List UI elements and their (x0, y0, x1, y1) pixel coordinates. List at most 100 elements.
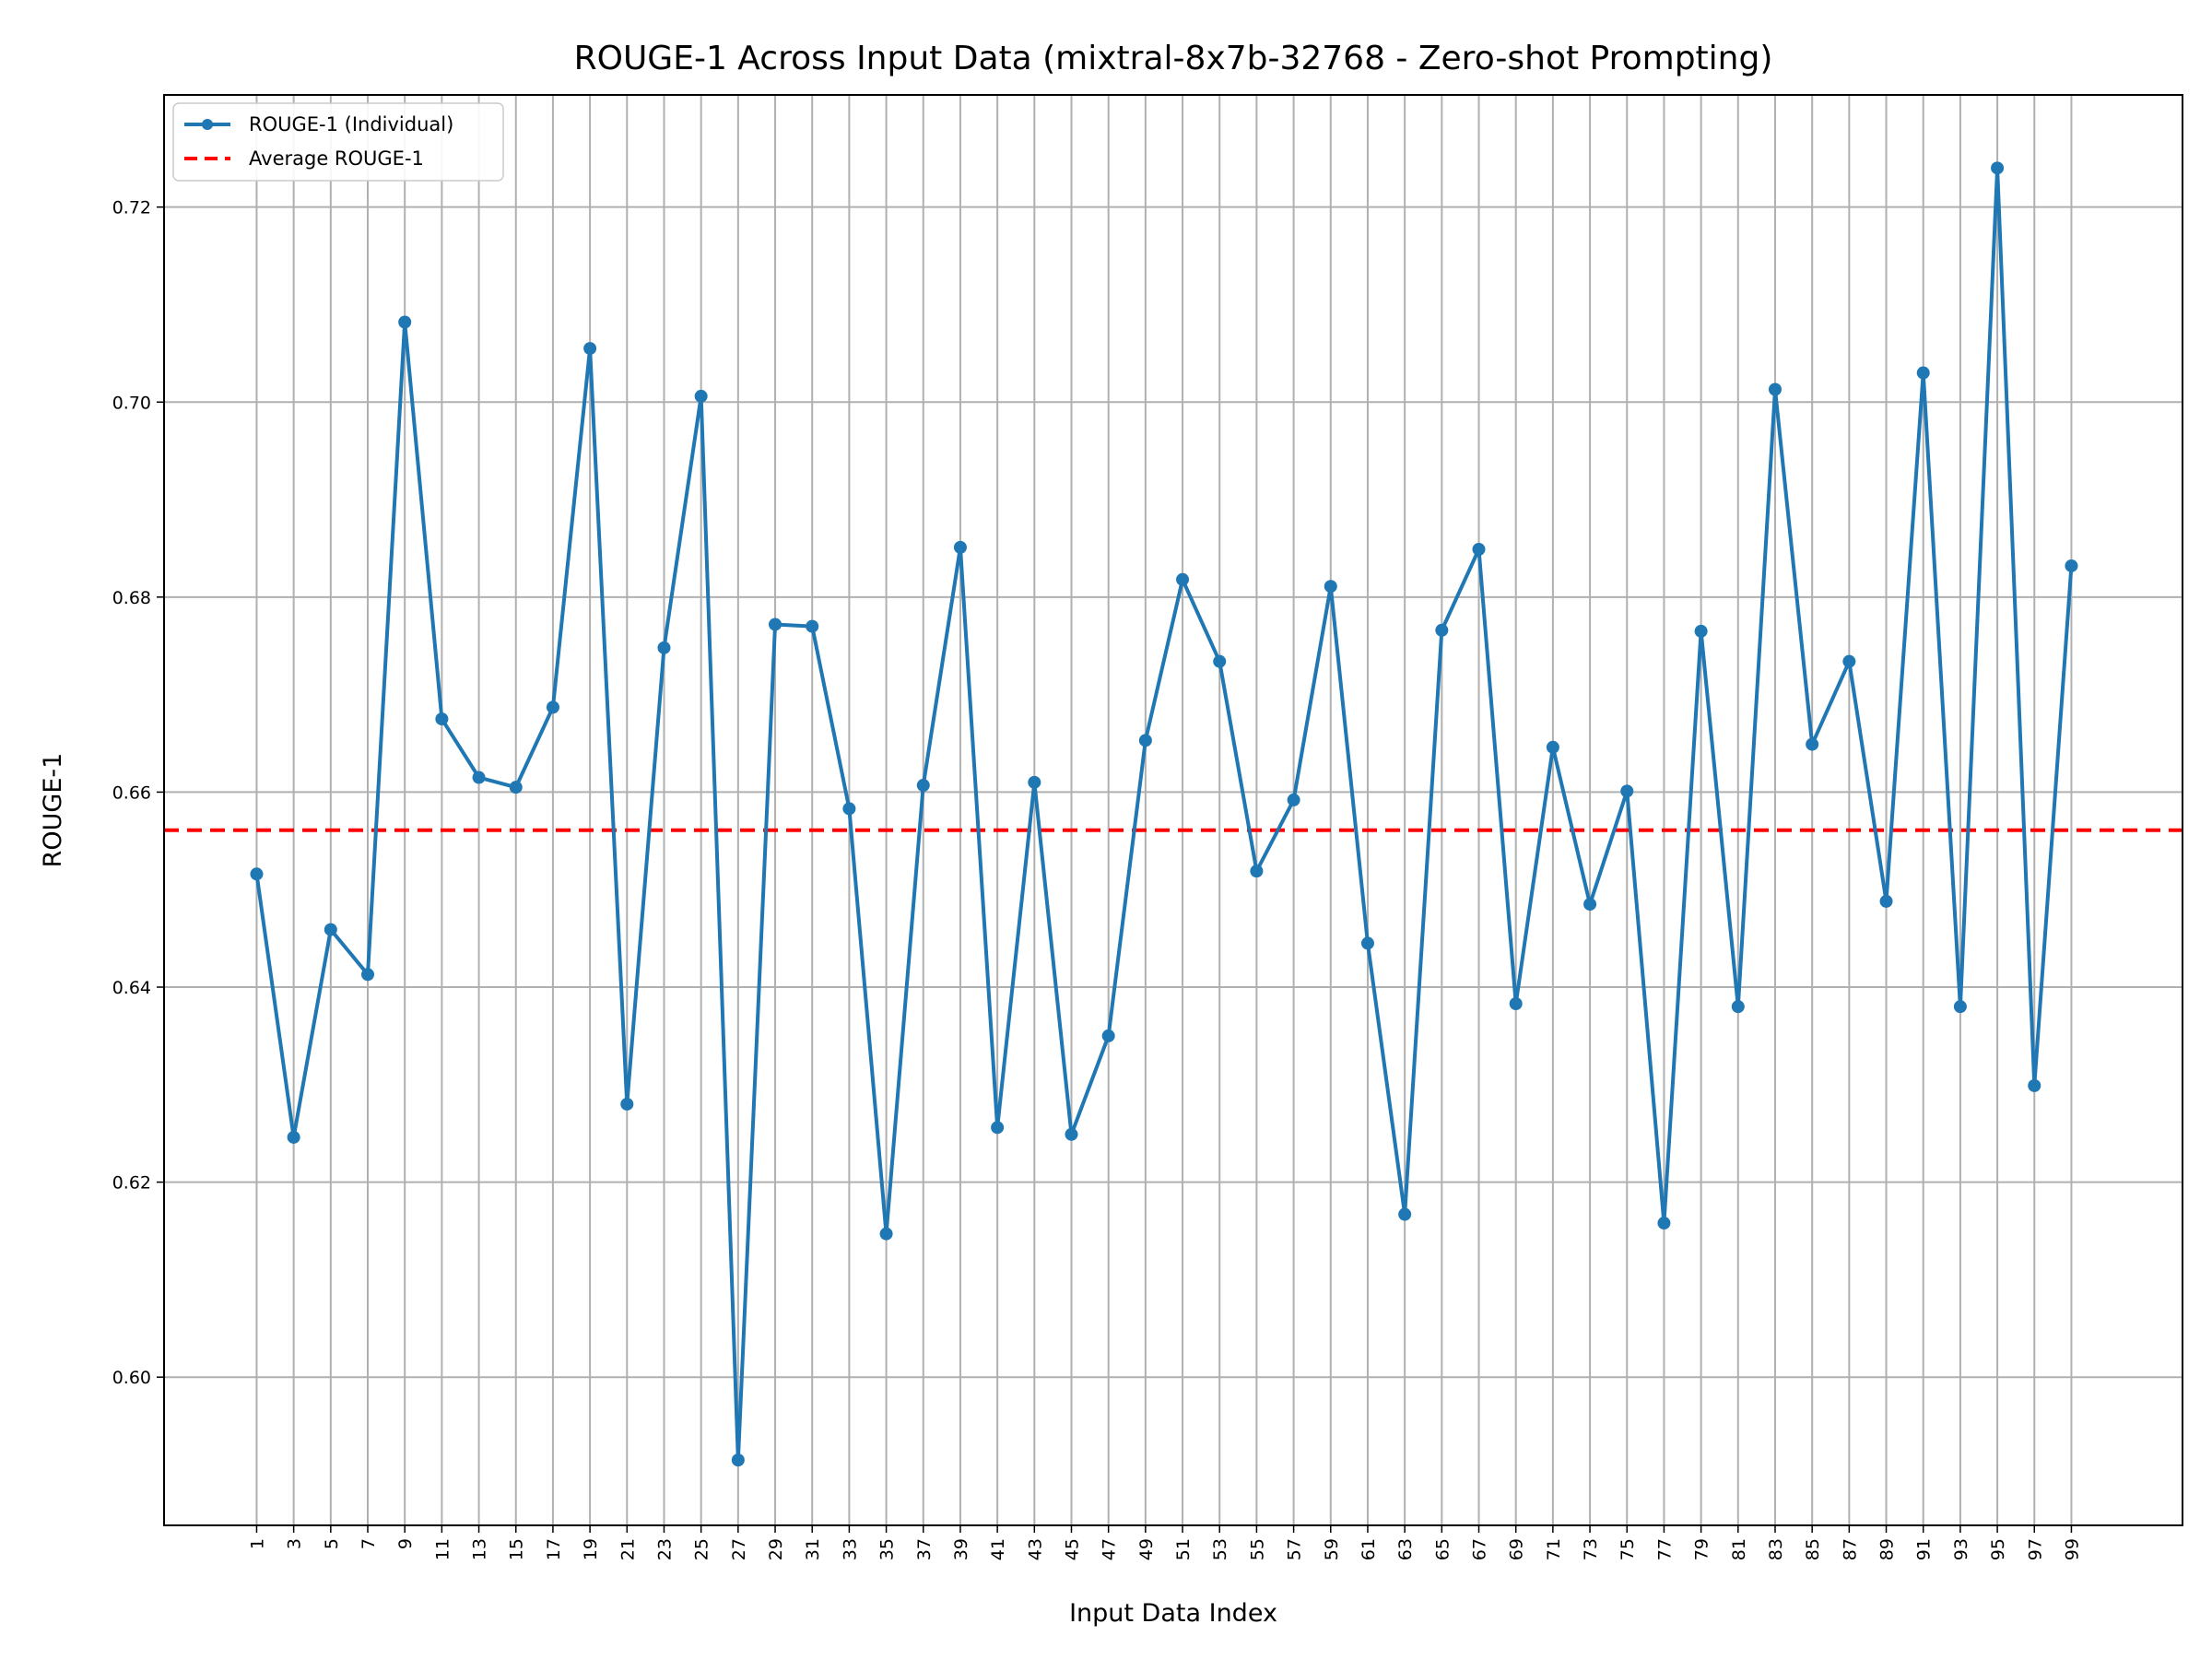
chart-title: ROUGE-1 Across Input Data (mixtral-8x7b-… (574, 40, 1773, 77)
rouge1-data-point (620, 1097, 634, 1111)
rouge1-data-point (991, 1121, 1005, 1135)
rouge1-data-point (1953, 1000, 1967, 1014)
ticks: 1 3 5 7 9 11 13 15 17 19 21 23 25 27 29 31 33 35 37 39 41 43 4… (112, 198, 2083, 1561)
rouge1-data-point (398, 315, 412, 329)
y-tick-label: 0.72 (112, 198, 151, 218)
x-tick-label: 99 (2062, 1538, 2082, 1560)
rouge1-data-point (879, 1227, 893, 1241)
rouge1-data-point (1287, 793, 1300, 806)
x-tick-label: 1 (247, 1538, 267, 1549)
y-tick-label: 0.62 (112, 1173, 151, 1194)
rouge1-data-point (1657, 1217, 1671, 1230)
x-tick-label: 61 (1359, 1538, 1379, 1560)
rouge1-data-point (806, 619, 819, 633)
rouge1-data-point (1213, 654, 1227, 668)
rouge1-data-point (1546, 740, 1559, 754)
x-tick-label: 45 (1062, 1538, 1082, 1560)
x-tick-label: 43 (1025, 1538, 1045, 1560)
rouge1-data-point (472, 771, 486, 784)
rouge1-series-line (254, 166, 2074, 1463)
rouge1-data-point (1360, 936, 1374, 950)
rouge1-data-point (731, 1453, 745, 1467)
rouge1-data-point (1250, 865, 1264, 878)
rouge1-data-point (1694, 624, 1708, 638)
x-tick-label: 27 (729, 1538, 749, 1560)
x-tick-label: 7 (359, 1538, 379, 1549)
x-tick-label: 5 (322, 1538, 342, 1549)
x-tick-label: 71 (1544, 1538, 1564, 1560)
rouge1-data-point (1879, 894, 1893, 908)
x-tick-label: 97 (2025, 1538, 2045, 1560)
legend-label-individual: ROUGE-1 (Individual) (249, 113, 453, 135)
rouge1-data-point (1435, 623, 1449, 637)
x-tick-label: 17 (544, 1538, 564, 1560)
rouge1-data-point (1916, 366, 1930, 380)
x-tick-label: 63 (1395, 1538, 1416, 1560)
x-tick-label: 21 (618, 1538, 638, 1560)
y-tick-label: 0.60 (112, 1368, 151, 1388)
x-tick-label: 79 (1692, 1538, 1712, 1560)
y-tick-label: 0.70 (112, 393, 151, 413)
rouge1-data-point (583, 342, 597, 356)
rouge1-data-point (916, 779, 930, 793)
x-tick-label: 91 (1914, 1538, 1935, 1560)
x-tick-label: 35 (877, 1538, 898, 1560)
rouge1-data-point (546, 700, 559, 714)
rouge1-data-point (287, 1130, 300, 1144)
x-tick-label: 11 (432, 1538, 453, 1560)
x-tick-label: 41 (988, 1538, 1008, 1560)
rouge1-data-point (1324, 580, 1337, 594)
x-tick-label: 13 (470, 1538, 490, 1560)
x-tick-label: 93 (1951, 1538, 1971, 1560)
x-tick-label: 77 (1654, 1538, 1675, 1560)
x-tick-label: 85 (1803, 1538, 1823, 1560)
rouge1-data-point (2028, 1078, 2041, 1092)
x-tick-label: 57 (1285, 1538, 1305, 1560)
rouge1-data-point (1842, 654, 1856, 668)
rouge1-data-point (1731, 1000, 1745, 1014)
x-tick-label: 19 (581, 1538, 601, 1560)
rouge1-data-point (1101, 1029, 1115, 1042)
x-tick-label: 9 (395, 1538, 416, 1549)
y-tick-label: 0.64 (112, 978, 151, 998)
x-tick-label: 55 (1247, 1538, 1267, 1560)
x-tick-label: 67 (1470, 1538, 1490, 1560)
legend-label-average: Average ROUGE-1 (249, 147, 424, 170)
rouge1-data-point (509, 781, 523, 794)
y-tick-label: 0.68 (112, 588, 151, 608)
x-tick-label: 83 (1766, 1538, 1786, 1560)
x-tick-label: 87 (1840, 1538, 1860, 1560)
rouge1-data-point (1509, 997, 1523, 1011)
y-tick-label: 0.66 (112, 782, 151, 803)
rouge1-data-point (953, 540, 967, 554)
x-tick-label: 95 (1988, 1538, 2008, 1560)
rouge1-data-point (361, 968, 375, 982)
rouge1-data-point (1991, 161, 2005, 175)
y-axis-label: ROUGE-1 (39, 753, 67, 868)
legend-box (172, 102, 504, 182)
grid (164, 95, 2183, 1525)
rouge1-data-point (324, 923, 337, 936)
plot-frame (163, 94, 2183, 1526)
x-tick-label: 73 (1581, 1538, 1601, 1560)
x-tick-label: 47 (1100, 1538, 1120, 1560)
x-tick-label: 69 (1507, 1538, 1527, 1560)
x-tick-label: 33 (840, 1538, 860, 1560)
rouge1-data-point (1806, 737, 1819, 751)
legend-marker-individual (202, 119, 213, 130)
rouge1-data-point (694, 389, 708, 403)
x-tick-label: 29 (766, 1538, 786, 1560)
rouge1-data-point (769, 618, 782, 631)
x-tick-label: 51 (1173, 1538, 1194, 1560)
x-tick-label: 89 (1877, 1538, 1898, 1560)
x-tick-label: 3 (285, 1538, 305, 1549)
rouge1-data-point (2065, 559, 2078, 572)
x-tick-label: 65 (1432, 1538, 1453, 1560)
series-layer (250, 161, 2078, 1467)
x-tick-label: 23 (654, 1538, 675, 1560)
rouge1-data-point (250, 867, 264, 881)
rouge1-data-point (1768, 382, 1782, 396)
rouge1-data-point (1398, 1207, 1412, 1221)
x-tick-label: 49 (1136, 1538, 1157, 1560)
